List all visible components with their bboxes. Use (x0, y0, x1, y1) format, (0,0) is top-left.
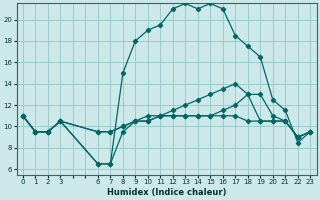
X-axis label: Humidex (Indice chaleur): Humidex (Indice chaleur) (107, 188, 226, 197)
